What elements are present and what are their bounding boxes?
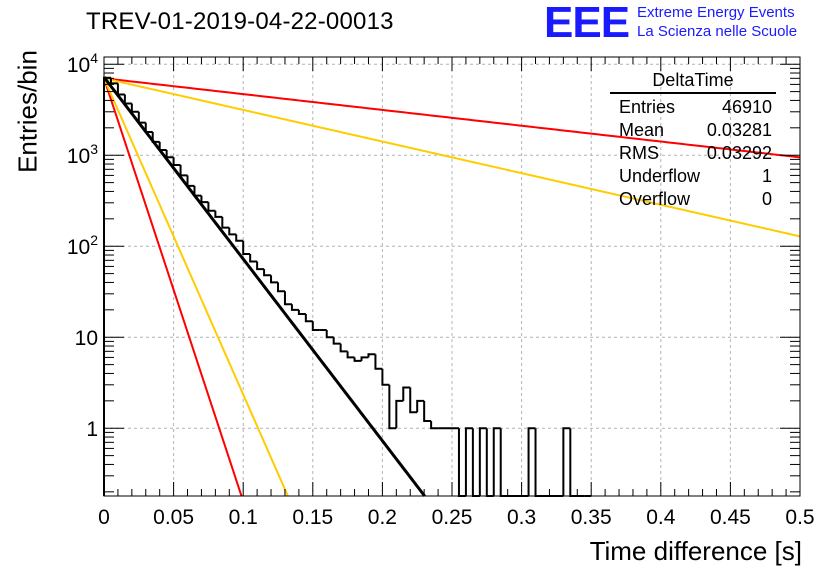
logo-line-1: Extreme Energy Events	[637, 4, 795, 21]
x-tick-label: 0.05	[153, 506, 194, 529]
histogram-bin	[430, 421, 439, 430]
histogram-bin	[360, 356, 369, 361]
eee-logo: EEE	[544, 0, 630, 47]
stats-box-title: DeltaTime	[610, 70, 776, 94]
stats-row-underflow: Underflow 1	[610, 165, 776, 188]
histogram-bin	[416, 399, 425, 413]
histogram-bin	[562, 427, 571, 496]
y-tick-label: 103	[67, 141, 98, 168]
fit-line-black	[102, 76, 426, 497]
histogram-bin	[277, 282, 285, 293]
histogram-bin	[367, 353, 376, 358]
histogram-bin	[263, 269, 272, 277]
x-tick-label: 0	[98, 506, 110, 529]
stats-value: 1	[761, 166, 772, 186]
fit-line-red-shallow	[103, 77, 801, 159]
stats-value: 46910	[721, 97, 772, 117]
histogram-bin	[242, 240, 251, 256]
logo-line-2: La Scienza nelle Scuole	[637, 23, 798, 40]
histogram-bin	[270, 275, 278, 284]
histogram-bin	[109, 77, 118, 85]
histogram-bin	[464, 427, 473, 496]
histogram-bin	[527, 427, 536, 496]
histogram-bin	[304, 313, 313, 323]
histogram-bin	[256, 261, 265, 271]
histogram-bin	[214, 210, 223, 218]
stats-value: 0	[761, 189, 772, 209]
stats-label: Mean	[619, 120, 665, 140]
histogram-bin	[172, 157, 181, 167]
stats-box: DeltaTime Entries 46910 Mean 0.03281 RMS…	[610, 70, 776, 211]
histogram-bin	[402, 386, 411, 401]
histogram-bin	[283, 291, 292, 306]
histogram-bin	[228, 227, 237, 236]
histogram-bin	[388, 384, 397, 430]
stats-value: 0.03281	[706, 120, 772, 140]
stats-label: Overflow	[619, 189, 691, 209]
fit-line-yellow-shallow	[103, 77, 801, 238]
histogram-bin	[353, 357, 362, 362]
stats-label: Entries	[619, 97, 676, 117]
histogram-bin	[478, 427, 487, 496]
histogram-bin	[207, 202, 216, 212]
chart-title: TREV-01-2019-04-22-00013	[86, 8, 394, 35]
fit-line-yellow-steep	[103, 77, 289, 497]
y-tick-label: 1	[86, 418, 98, 441]
x-tick-label: 0.3	[507, 506, 536, 529]
y-tick-label: 102	[67, 232, 98, 259]
x-tick-label: 0.4	[646, 506, 676, 529]
histogram-bin	[374, 354, 383, 370]
histogram-bin	[409, 387, 418, 414]
histogram-bin	[311, 321, 320, 332]
x-tick-label: 0.5	[785, 506, 814, 529]
x-tick-label: 0.25	[432, 506, 473, 529]
stats-row-rms: RMS 0.03292	[610, 142, 776, 165]
histogram-bin	[492, 427, 501, 496]
x-tick-label: 0.35	[571, 506, 612, 529]
histogram-bin	[290, 304, 299, 311]
histogram-bin	[339, 343, 348, 353]
fit-line-red-steep	[103, 77, 243, 497]
stats-row-mean: Mean 0.03281	[610, 119, 776, 142]
x-tick-label: 0.45	[710, 506, 751, 529]
histogram-bin	[249, 254, 258, 263]
stats-value: 0.03292	[706, 143, 772, 163]
histogram-bin	[381, 368, 390, 386]
histogram-bin	[221, 216, 230, 229]
histogram-bin	[395, 399, 404, 429]
histogram-bin	[325, 330, 334, 339]
y-tick-label: 10	[75, 327, 98, 350]
histogram-bin	[346, 351, 355, 359]
stats-row-entries: Entries 46910	[610, 96, 776, 119]
histogram-bin	[235, 234, 244, 242]
histogram-bin	[297, 309, 306, 315]
histogram-bin	[332, 337, 341, 345]
y-axis-label: Entries/bin	[12, 50, 43, 173]
x-axis-label: Time difference [s]	[589, 536, 802, 566]
x-tick-label: 0.2	[368, 506, 397, 529]
y-tick-label: 104	[67, 50, 98, 77]
stats-label: RMS	[619, 143, 659, 163]
x-tick-label: 0.1	[229, 506, 258, 529]
x-tick-label: 0.15	[292, 506, 333, 529]
stats-row-overflow: Overflow 0	[610, 188, 776, 211]
histogram-bin	[423, 400, 432, 423]
stats-label: Underflow	[619, 166, 701, 186]
